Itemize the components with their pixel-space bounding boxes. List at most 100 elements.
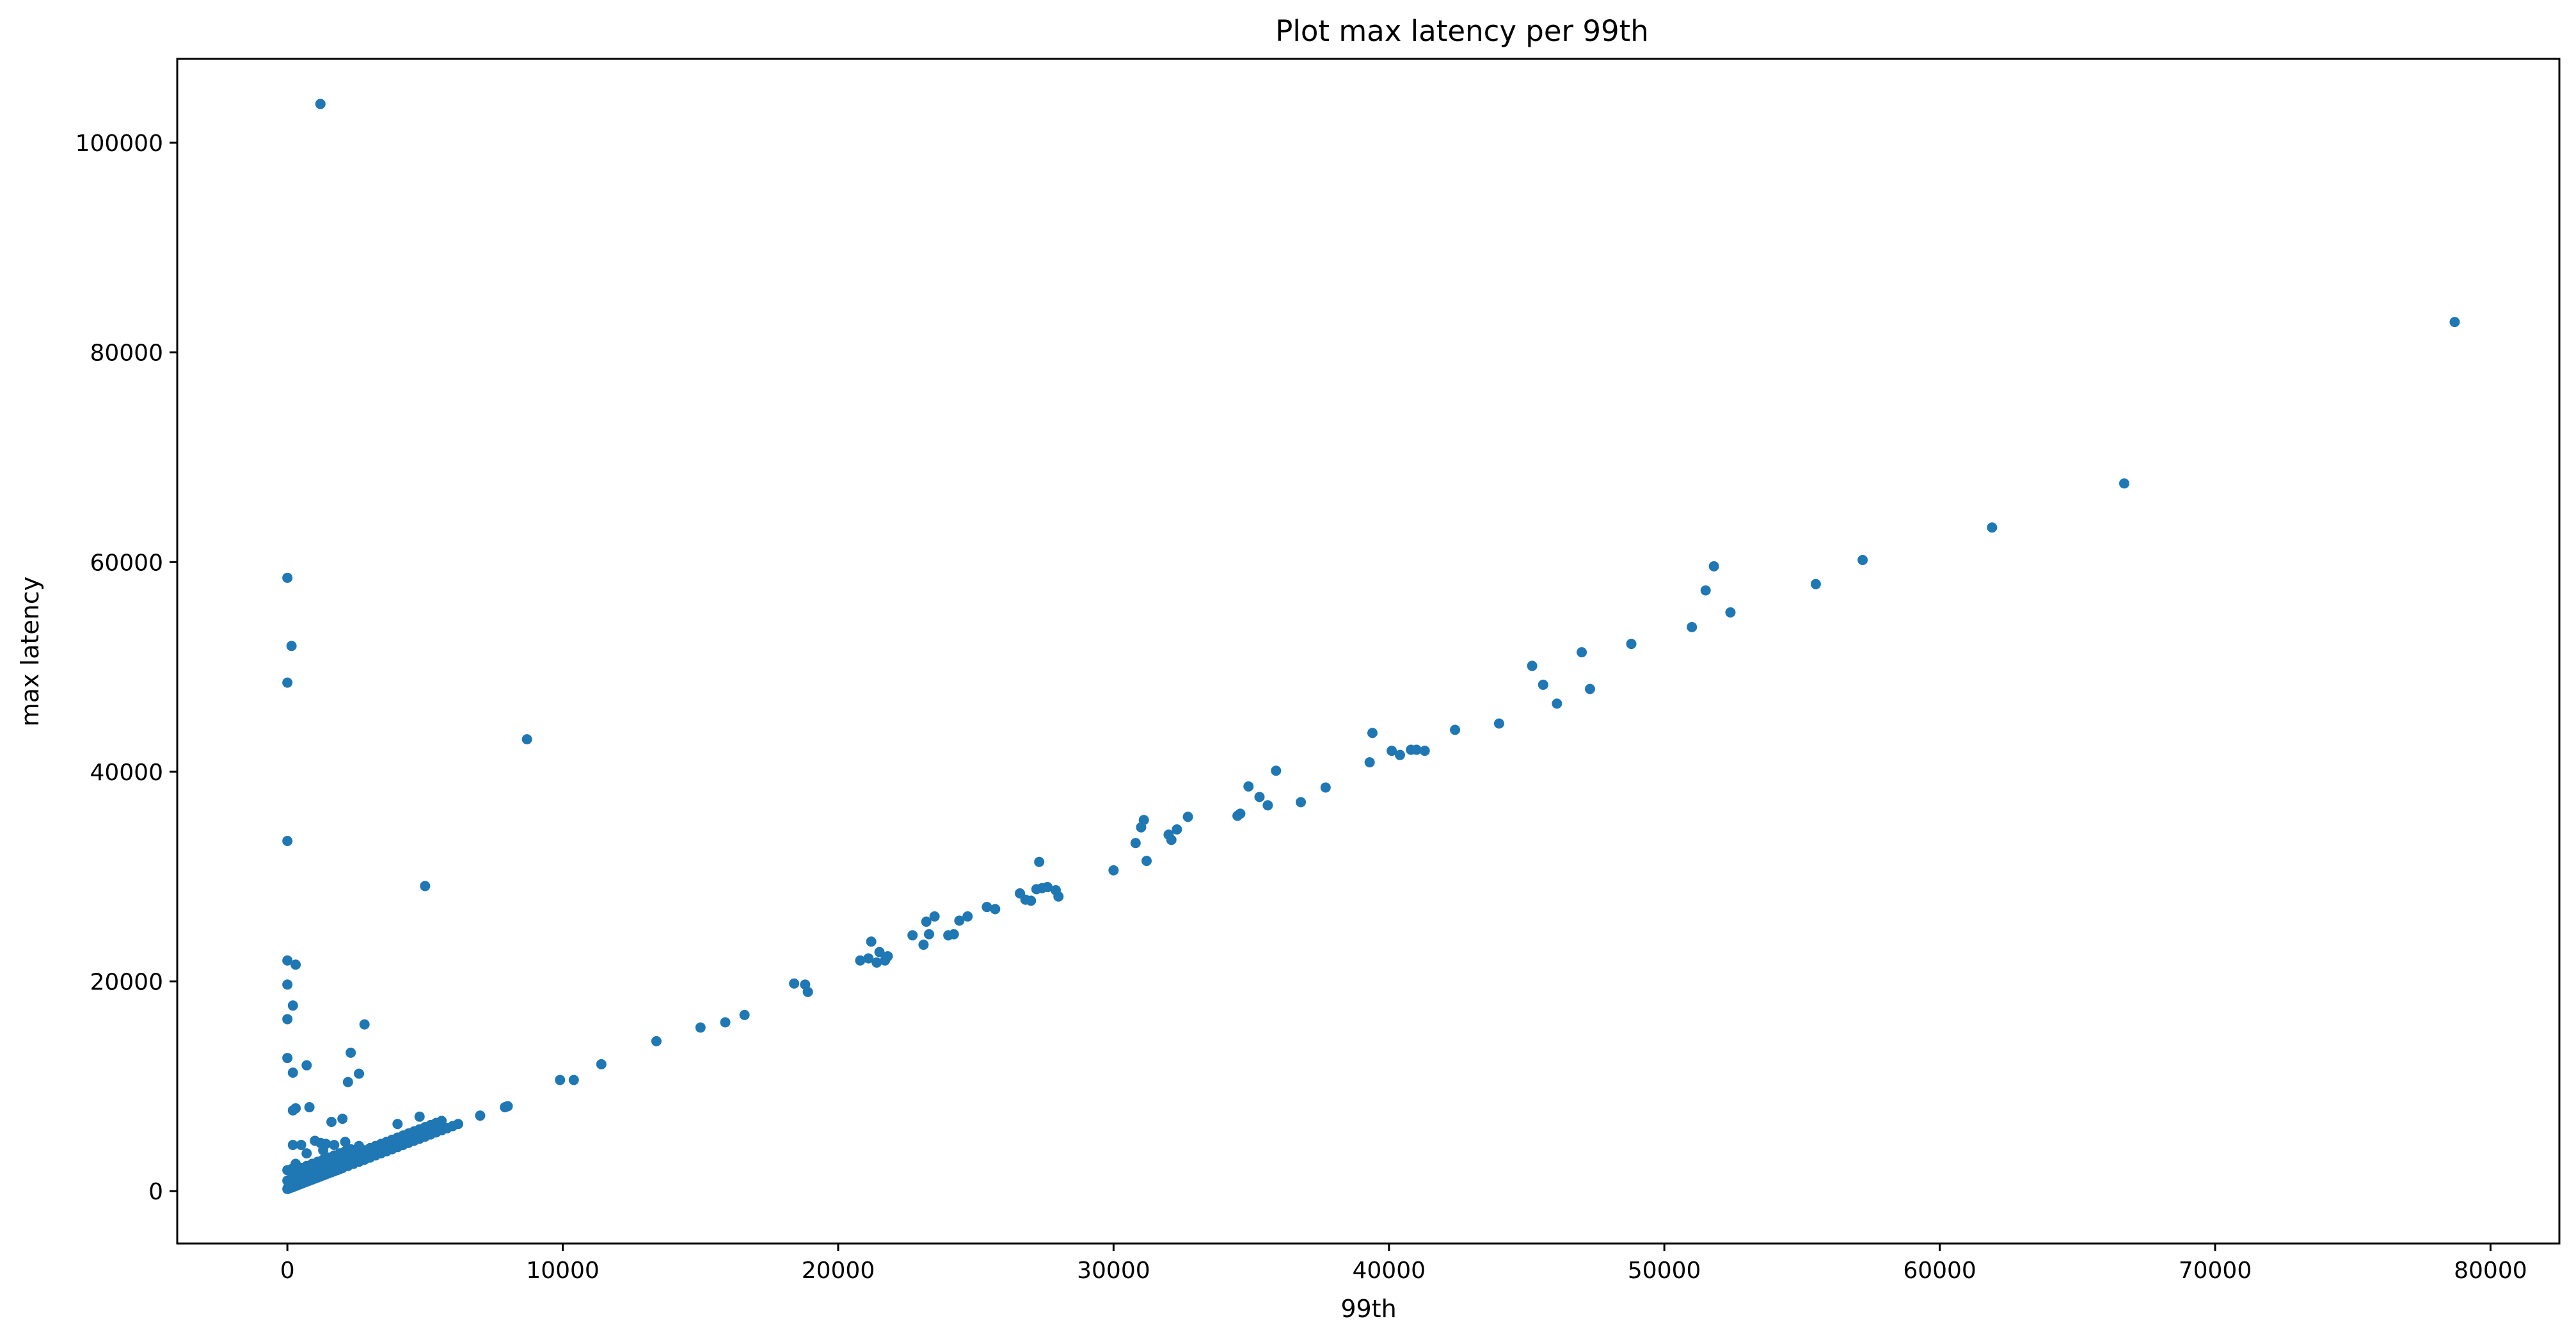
data-point	[304, 1170, 315, 1181]
data-point	[1584, 684, 1595, 694]
data-point	[301, 1060, 312, 1071]
chart-title: Plot max latency per 99th	[1275, 14, 1649, 48]
data-point	[651, 1036, 662, 1046]
data-point	[282, 955, 293, 966]
data-point	[301, 1148, 312, 1159]
data-point	[990, 904, 1001, 915]
data-point	[1687, 621, 1697, 632]
data-point	[315, 99, 326, 109]
data-point	[453, 1119, 464, 1130]
x-tick-label: 50000	[1628, 1258, 1701, 1284]
data-point	[924, 929, 935, 940]
data-point	[436, 1116, 447, 1126]
data-point	[290, 959, 301, 970]
data-point	[287, 1105, 298, 1116]
data-point	[1527, 660, 1538, 671]
data-point	[1141, 856, 1152, 867]
data-point	[282, 1053, 293, 1064]
data-point	[354, 1140, 365, 1151]
data-point	[1364, 757, 1375, 768]
x-tick-label: 80000	[2454, 1258, 2527, 1284]
data-point	[282, 677, 293, 688]
data-point	[1367, 728, 1378, 739]
data-point	[948, 929, 959, 940]
data-point	[1538, 679, 1548, 690]
data-point	[855, 955, 866, 966]
data-point	[863, 953, 874, 964]
data-point	[287, 1140, 298, 1151]
plot-frame	[176, 58, 2561, 1245]
y-axis-title: max latency	[16, 577, 44, 726]
data-point	[342, 1076, 353, 1087]
data-point	[1320, 782, 1331, 793]
data-point	[1262, 800, 1273, 811]
data-point	[392, 1119, 403, 1130]
data-point	[1182, 812, 1193, 822]
data-point	[346, 1144, 356, 1155]
data-point	[521, 734, 532, 745]
data-point	[475, 1110, 486, 1121]
data-point	[802, 986, 813, 997]
data-point	[568, 1075, 579, 1085]
data-point	[596, 1059, 607, 1069]
x-tick-label: 60000	[1903, 1258, 1976, 1284]
data-point	[296, 1140, 306, 1151]
data-point	[1987, 522, 1998, 533]
data-point	[962, 911, 973, 922]
data-point	[337, 1114, 348, 1124]
data-point	[907, 930, 918, 941]
data-point	[1626, 639, 1637, 650]
data-point	[871, 957, 882, 968]
x-tick-label: 20000	[802, 1258, 875, 1284]
data-point	[921, 916, 932, 927]
data-point	[286, 641, 297, 652]
x-axis-title: 99th	[1340, 1295, 1396, 1323]
data-point	[918, 940, 929, 950]
x-tick-label: 30000	[1077, 1258, 1150, 1284]
data-point	[282, 835, 293, 846]
data-point	[1053, 891, 1064, 902]
data-point	[1450, 724, 1461, 735]
data-point	[287, 1067, 298, 1078]
x-axis: 0 10000 20000 30000 40000 50000 60000 70000 8000…	[280, 1244, 2527, 1284]
data-point	[1271, 765, 1282, 776]
data-point	[420, 881, 431, 892]
y-axis: 0 20000 40000 60000 80000 100000	[76, 131, 177, 1205]
data-point	[290, 1158, 301, 1169]
data-point	[1042, 882, 1053, 893]
data-point	[346, 1047, 356, 1058]
data-point	[1857, 554, 1868, 565]
y-tick-label: 20000	[90, 969, 163, 995]
data-point	[1254, 792, 1265, 803]
data-point	[1034, 856, 1045, 867]
data-point	[882, 951, 893, 962]
data-point	[1810, 579, 1821, 589]
data-point	[739, 1009, 750, 1020]
data-point	[1172, 824, 1182, 835]
data-point	[340, 1137, 351, 1148]
data-point	[1552, 698, 1562, 709]
x-tick-label: 40000	[1353, 1258, 1426, 1284]
data-point	[1130, 838, 1141, 849]
data-point	[318, 1145, 329, 1156]
data-point	[1166, 835, 1177, 845]
y-tick-label: 0	[148, 1179, 163, 1205]
data-point	[720, 1017, 731, 1028]
data-point	[329, 1140, 340, 1151]
data-point	[2449, 317, 2460, 328]
data-point	[1296, 797, 1307, 808]
data-point	[1493, 718, 1504, 729]
data-point	[954, 915, 965, 926]
data-point	[1108, 865, 1119, 876]
data-point	[282, 572, 293, 583]
data-point	[304, 1102, 315, 1113]
data-point	[1411, 744, 1422, 755]
data-point	[326, 1116, 337, 1127]
data-point	[1243, 781, 1254, 792]
data-point	[982, 902, 992, 913]
data-point	[414, 1111, 425, 1122]
data-point	[354, 1068, 365, 1079]
y-tick-label: 80000	[90, 340, 163, 367]
y-tick-label: 60000	[90, 550, 163, 576]
